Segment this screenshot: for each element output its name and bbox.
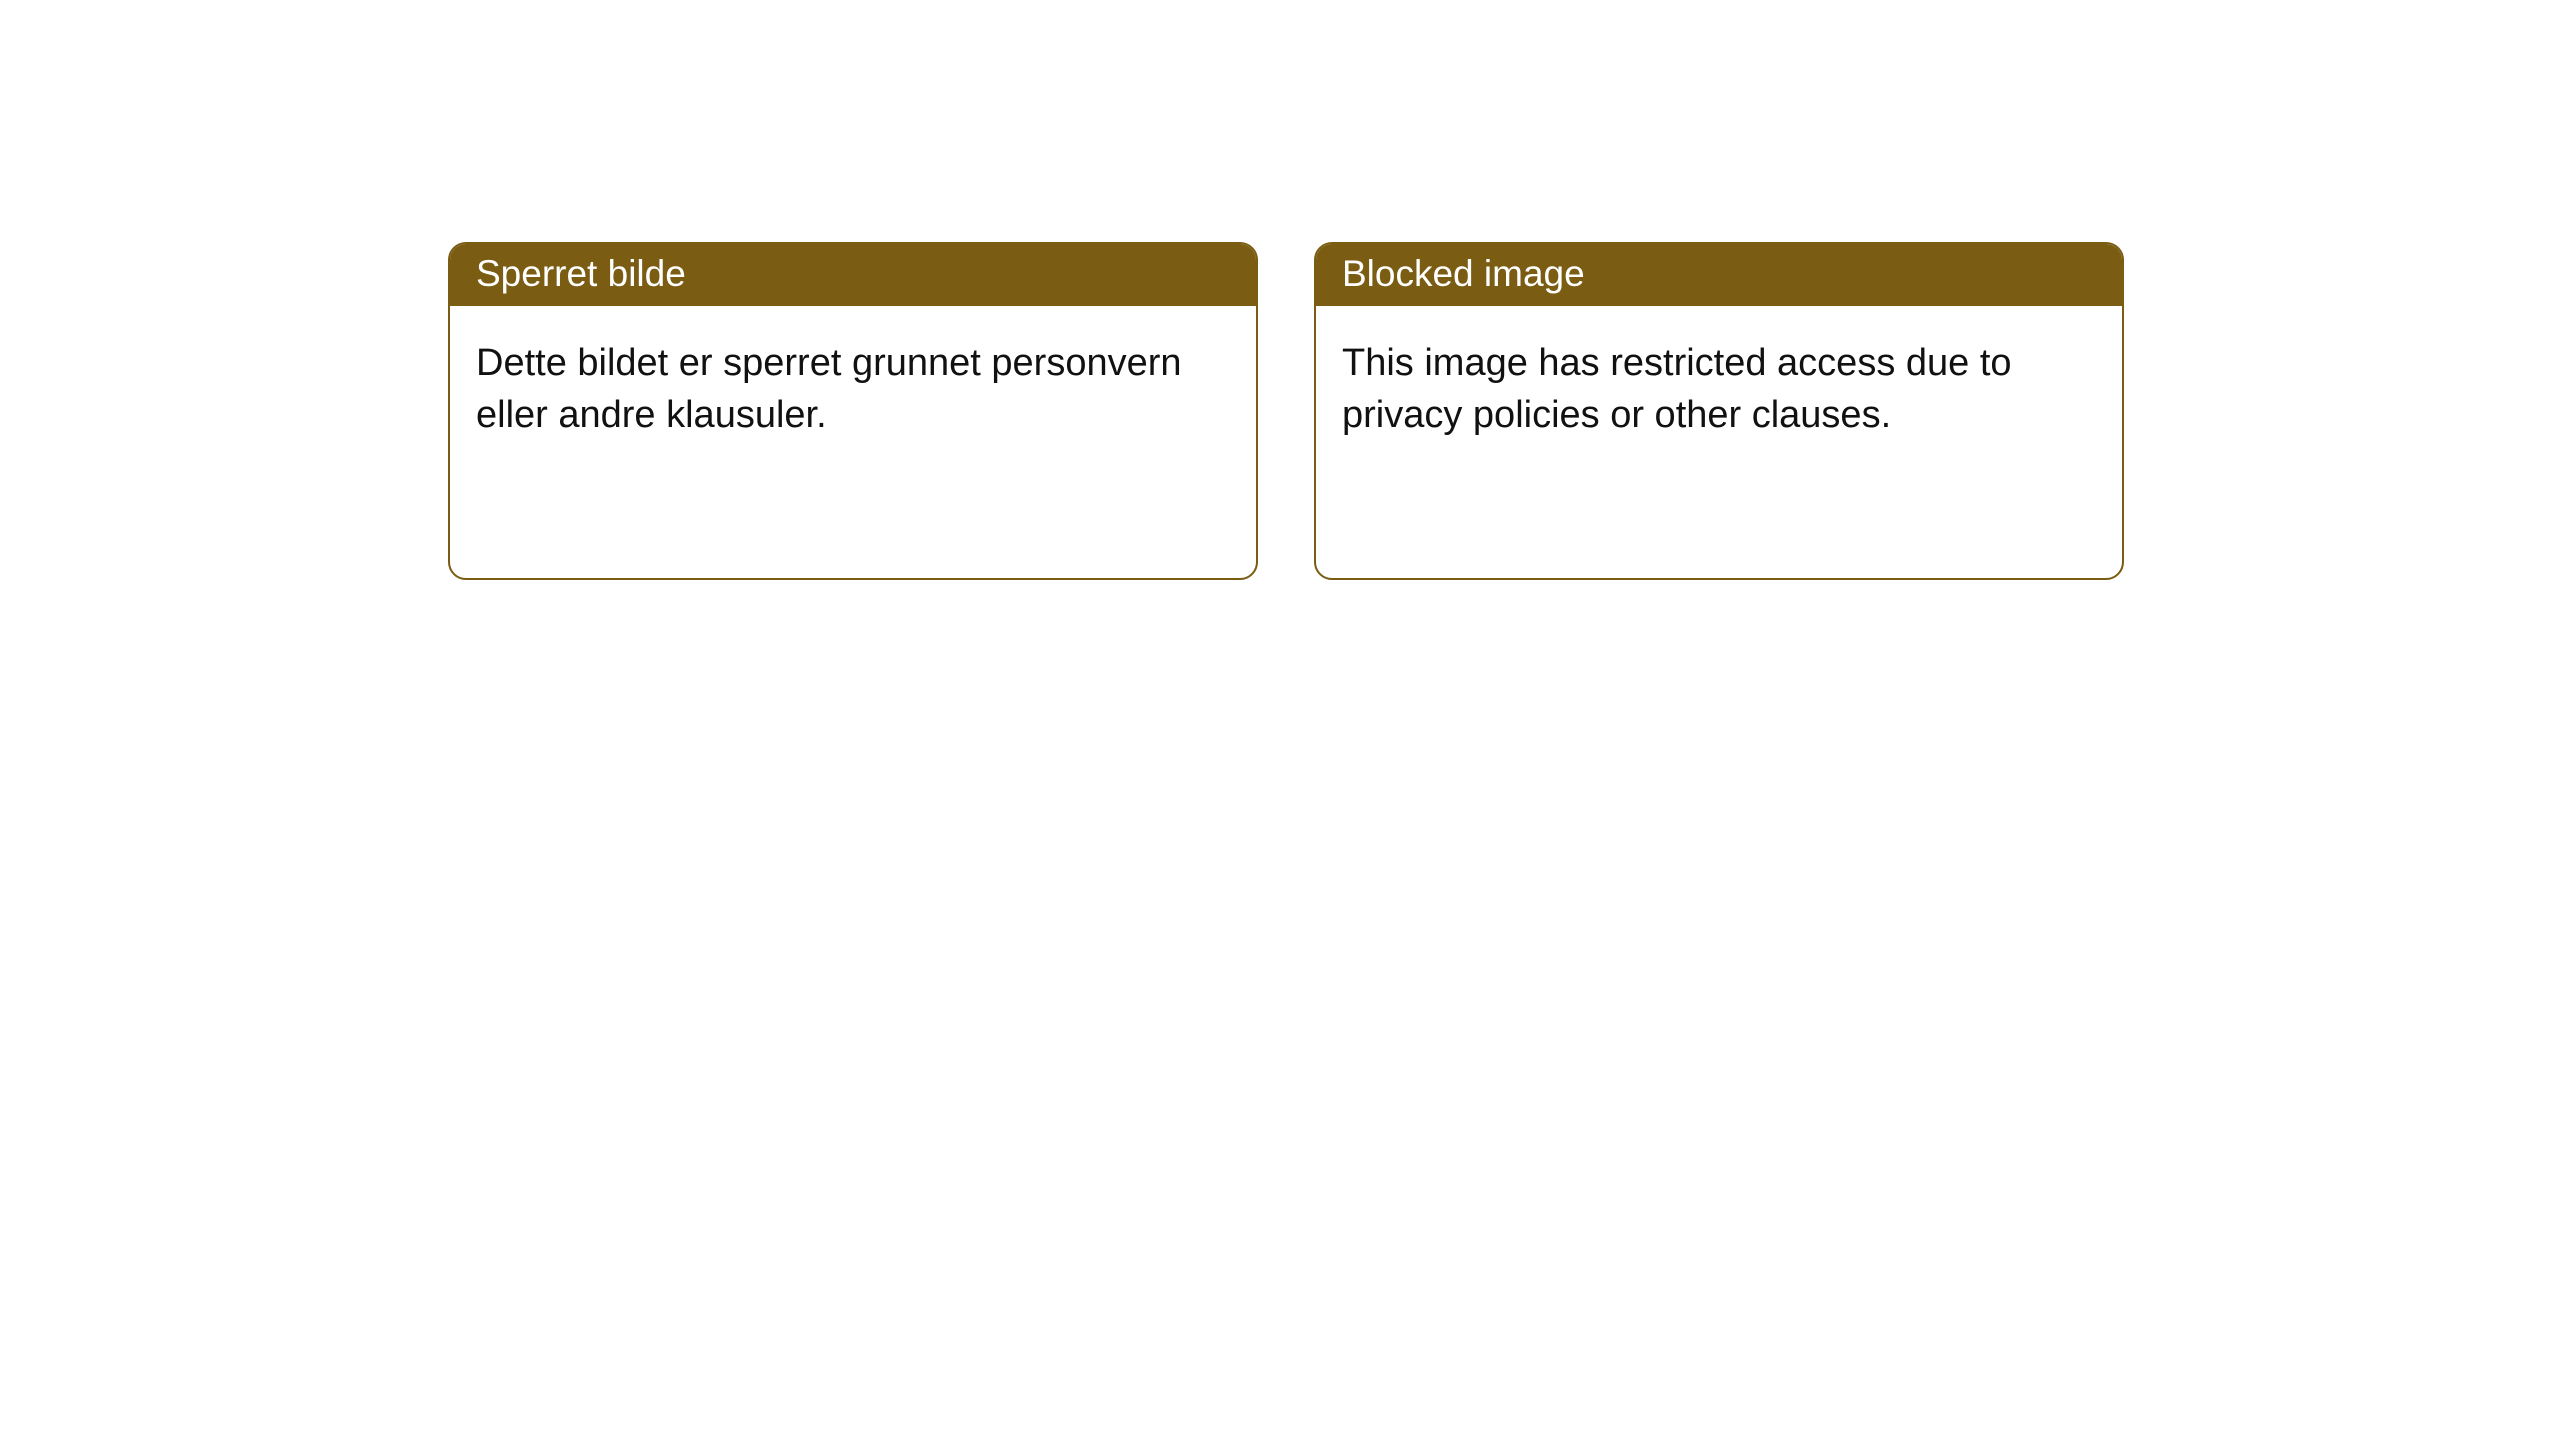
notice-message-english: This image has restricted access due to … [1316,306,2122,473]
notice-container: Sperret bilde Dette bildet er sperret gr… [0,0,2560,580]
notice-box-norwegian: Sperret bilde Dette bildet er sperret gr… [448,242,1258,580]
notice-message-norwegian: Dette bildet er sperret grunnet personve… [450,306,1256,473]
notice-box-english: Blocked image This image has restricted … [1314,242,2124,580]
notice-title-english: Blocked image [1316,244,2122,306]
notice-title-norwegian: Sperret bilde [450,244,1256,306]
